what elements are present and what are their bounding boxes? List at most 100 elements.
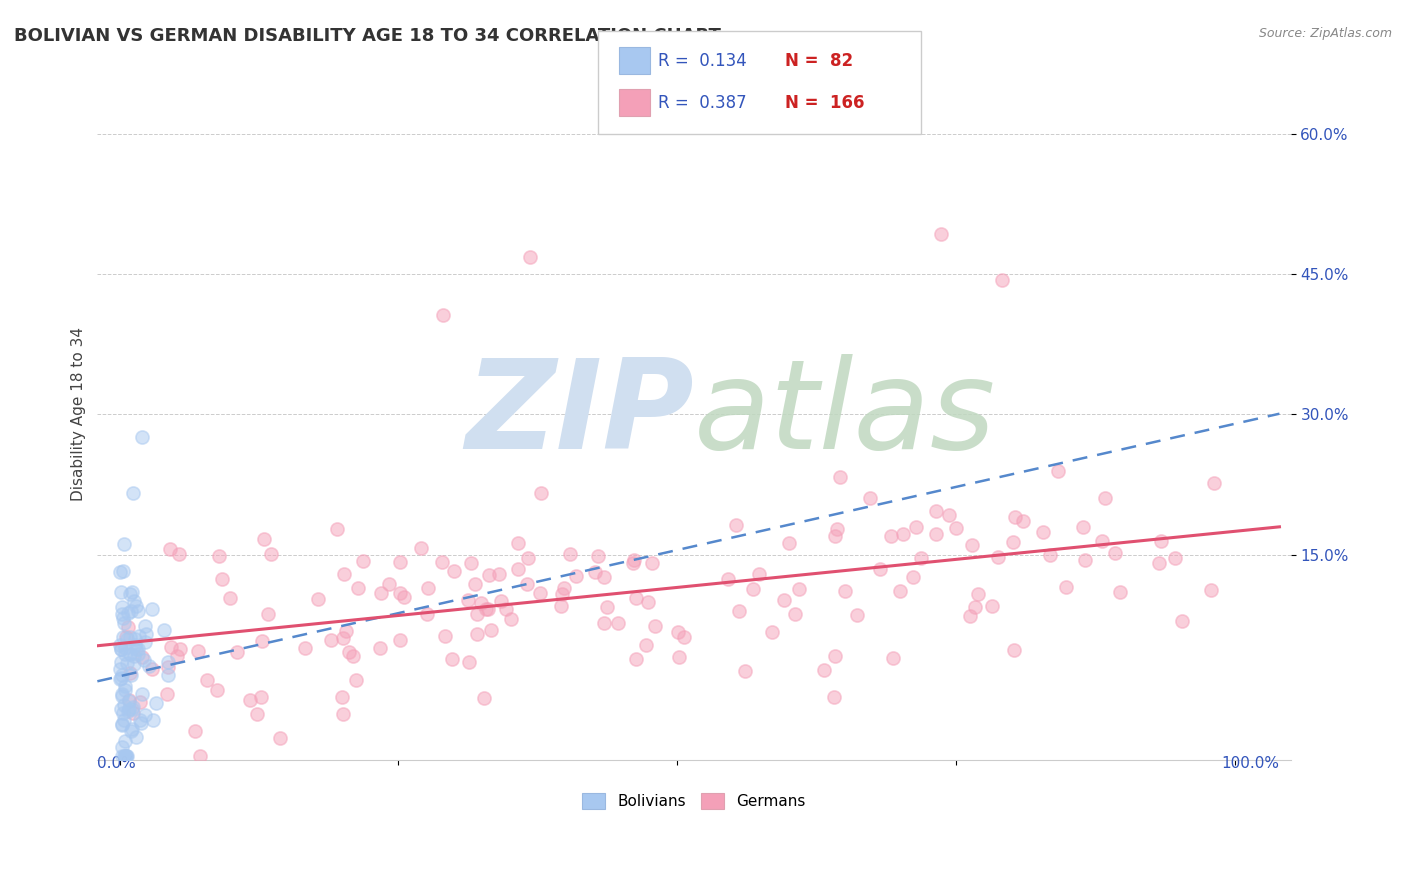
Point <box>114 748 136 763</box>
Point <box>1032 525 1054 540</box>
Point <box>1204 476 1226 491</box>
Point <box>624 591 647 606</box>
Point <box>489 594 512 608</box>
Point <box>1011 514 1033 528</box>
Point <box>125 599 148 613</box>
Point <box>226 645 249 659</box>
Point <box>409 541 432 556</box>
Point <box>118 666 141 681</box>
Point <box>127 604 149 618</box>
Text: atlas: atlas <box>695 354 995 475</box>
Point <box>938 508 960 522</box>
Point <box>910 551 932 566</box>
Point <box>370 586 392 600</box>
Point <box>117 692 139 706</box>
Y-axis label: Disability Age 18 to 34: Disability Age 18 to 34 <box>72 327 86 501</box>
Point <box>114 733 136 747</box>
Point <box>553 581 575 595</box>
Point <box>115 656 138 670</box>
Point <box>111 607 134 621</box>
Point <box>332 706 354 721</box>
Point <box>120 667 142 681</box>
Point <box>880 529 903 543</box>
Point <box>138 659 160 673</box>
Point <box>773 593 796 607</box>
Point <box>112 713 135 727</box>
Point <box>592 615 614 630</box>
Point <box>250 634 273 648</box>
Point <box>1170 615 1192 629</box>
Point <box>827 522 849 536</box>
Point <box>607 616 630 631</box>
Point <box>108 672 131 686</box>
Point <box>583 565 606 579</box>
Point <box>963 599 986 614</box>
Point <box>959 609 981 624</box>
Point <box>110 662 132 676</box>
Point <box>141 661 163 675</box>
Point <box>156 688 179 702</box>
Point <box>114 647 136 661</box>
Point <box>205 683 228 698</box>
Point <box>239 693 262 707</box>
Point <box>110 641 132 656</box>
Point <box>824 529 846 543</box>
Point <box>145 696 167 710</box>
Point <box>517 550 540 565</box>
Point <box>110 701 132 715</box>
Point <box>294 640 316 655</box>
Point <box>184 723 207 738</box>
Point <box>434 629 457 643</box>
Point <box>337 645 360 659</box>
Point <box>114 641 136 656</box>
Point <box>121 706 143 720</box>
Text: N =  82: N = 82 <box>785 52 852 70</box>
Point <box>1074 553 1097 567</box>
Point <box>529 586 551 600</box>
Point <box>111 716 134 731</box>
Point <box>110 585 132 599</box>
Point <box>734 665 756 679</box>
Point <box>508 561 530 575</box>
Point <box>127 642 149 657</box>
Point <box>464 577 486 591</box>
Point <box>565 569 588 583</box>
Point <box>125 641 148 656</box>
Point <box>121 723 143 737</box>
Point <box>859 491 882 505</box>
Point <box>637 595 659 609</box>
Point <box>460 556 482 570</box>
Point <box>121 585 143 599</box>
Point <box>501 612 523 626</box>
Point <box>153 623 176 637</box>
Point <box>980 599 1002 614</box>
Point <box>1004 509 1026 524</box>
Point <box>131 687 153 701</box>
Point <box>748 566 770 581</box>
Point <box>141 602 163 616</box>
Point <box>114 683 136 698</box>
Point <box>623 553 645 567</box>
Point <box>432 309 454 323</box>
Point <box>117 632 139 646</box>
Point <box>129 695 152 709</box>
Point <box>929 227 952 241</box>
Point <box>882 650 904 665</box>
Point <box>346 582 368 596</box>
Point <box>1164 551 1187 566</box>
Point <box>1071 519 1094 533</box>
Point <box>644 619 666 633</box>
Point <box>115 748 138 763</box>
Point <box>159 640 181 654</box>
Point <box>893 527 915 541</box>
Point <box>457 656 479 670</box>
Point <box>352 554 374 568</box>
Point <box>668 650 690 665</box>
Point <box>388 586 411 600</box>
Point <box>325 522 347 536</box>
Text: 0.0%: 0.0% <box>97 756 136 771</box>
Point <box>112 698 135 713</box>
Point <box>966 587 988 601</box>
Point <box>117 619 139 633</box>
Point <box>219 591 242 605</box>
